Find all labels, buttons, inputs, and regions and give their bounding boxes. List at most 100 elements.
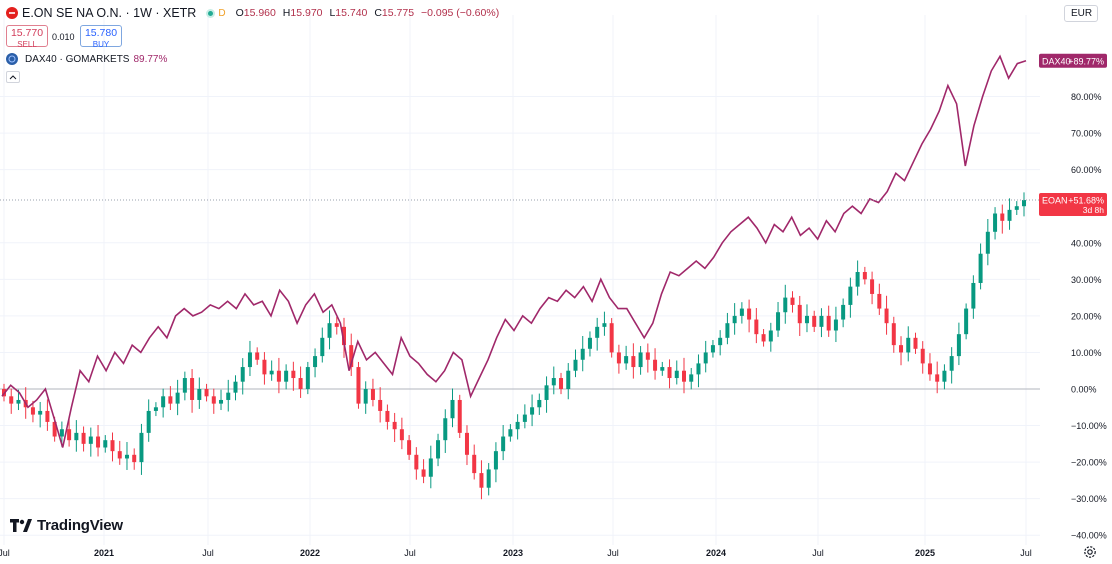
candle	[833, 306, 838, 343]
candle-body	[1000, 213, 1005, 221]
ohlc-low-key: L	[329, 7, 336, 19]
candle-body	[276, 370, 281, 382]
candle	[703, 340, 708, 373]
candle	[508, 424, 513, 442]
candle-body	[190, 378, 195, 400]
candle	[117, 440, 122, 465]
tradingview-logo[interactable]: TradingView	[10, 517, 123, 534]
candle-body	[247, 352, 252, 368]
market-status-icon[interactable]	[206, 8, 216, 18]
candle	[761, 329, 766, 347]
candle	[927, 353, 932, 381]
candle	[978, 243, 983, 290]
candle	[436, 433, 441, 467]
candle-body	[356, 367, 361, 404]
candle	[1022, 192, 1026, 217]
delayed-badge[interactable]: D	[218, 7, 226, 19]
candle	[899, 336, 904, 366]
candle	[804, 304, 809, 333]
candle-body	[320, 337, 325, 357]
candle	[537, 393, 542, 415]
candle-body	[927, 363, 932, 375]
compare-symbol-name[interactable]: DAX40 · GOMARKETS	[25, 53, 130, 65]
currency-selector[interactable]: EUR	[1064, 5, 1098, 22]
candle	[667, 359, 672, 389]
candle-body	[450, 399, 455, 419]
candle-body	[985, 231, 990, 254]
candle-body	[262, 359, 267, 375]
candle-body	[146, 410, 151, 433]
candle-body	[718, 337, 723, 346]
candle-body	[703, 352, 708, 364]
candle-body	[161, 396, 166, 408]
candle	[812, 310, 817, 332]
price-axis[interactable]: −40.00% −30.00% −20.00% −10.00% 0.00% 10.00% 2…	[1071, 92, 1107, 541]
ohlc-close-value: 15.775	[381, 7, 415, 19]
time-axis[interactable]: Jul 2021 Jul 2022 Jul 2023 Jul 2024 Jul 2025 Jul	[0, 548, 1032, 558]
y-tick-label: 30.00%	[1071, 275, 1102, 285]
candle	[1014, 201, 1019, 215]
symbol-name[interactable]: E.ON SE NA O.N. · 1W · XETR	[22, 6, 197, 20]
candle	[841, 298, 846, 328]
candle-body	[732, 315, 737, 324]
candle	[349, 333, 354, 377]
sell-button[interactable]: 15.770 SELL	[6, 25, 48, 49]
candle-body	[110, 440, 115, 452]
y-tick-label: 20.00%	[1071, 311, 1102, 321]
candle	[298, 366, 303, 398]
sell-label: SELL	[17, 40, 37, 49]
candle-body	[436, 440, 441, 459]
chart-series	[0, 54, 1040, 500]
candle-body	[906, 337, 911, 353]
candle-body	[819, 315, 824, 327]
candle-body	[255, 352, 260, 360]
eoan-countdown: 3d 8h	[1083, 205, 1105, 215]
candle	[472, 444, 477, 480]
candle	[935, 361, 940, 394]
candle-body	[52, 421, 57, 437]
buy-price: 15.780	[84, 27, 118, 39]
buy-button[interactable]: 15.780 BUY	[80, 25, 122, 49]
candle	[1007, 198, 1012, 230]
candle-body	[682, 370, 686, 382]
y-tick-label: 60.00%	[1071, 165, 1102, 175]
candle	[566, 363, 571, 400]
collapse-legend-button[interactable]	[6, 71, 20, 83]
main-symbol-legend[interactable]: E.ON SE NA O.N. · 1W · XETR D O15.960 H1…	[6, 6, 503, 20]
y-tick-label: 70.00%	[1071, 129, 1102, 139]
candle-body	[1014, 206, 1019, 210]
candle-body	[334, 323, 339, 327]
candle	[732, 303, 737, 335]
candle-body	[530, 407, 535, 415]
candle-body	[660, 367, 665, 371]
candle	[674, 360, 679, 385]
chart-gridlines	[0, 15, 1040, 545]
candle	[826, 305, 831, 337]
candle-body	[407, 440, 412, 455]
candle	[226, 379, 231, 412]
candle	[710, 340, 715, 358]
candle-body	[833, 319, 838, 331]
dax-logo-icon	[6, 53, 18, 65]
candle-body	[269, 370, 274, 375]
candle	[956, 322, 961, 366]
y-tick-label: 40.00%	[1071, 238, 1102, 248]
dax40-line	[1, 54, 1027, 448]
spread-value: 0.010	[52, 32, 75, 42]
candle-body	[30, 407, 35, 415]
candle-body	[1007, 209, 1012, 221]
candle-body	[566, 370, 571, 389]
tradingview-wordmark: TradingView	[37, 517, 123, 534]
compare-symbol-legend[interactable]: DAX40 · GOMARKETS 89.77%	[6, 53, 167, 65]
gear-icon[interactable]	[1083, 545, 1097, 559]
candle	[559, 372, 564, 395]
candle-body	[725, 323, 730, 338]
candle	[450, 388, 455, 428]
candle	[96, 425, 101, 457]
candle	[580, 335, 585, 372]
candle-body	[399, 429, 404, 441]
candle	[320, 327, 325, 363]
candle-body	[124, 454, 129, 459]
candle	[493, 442, 498, 483]
